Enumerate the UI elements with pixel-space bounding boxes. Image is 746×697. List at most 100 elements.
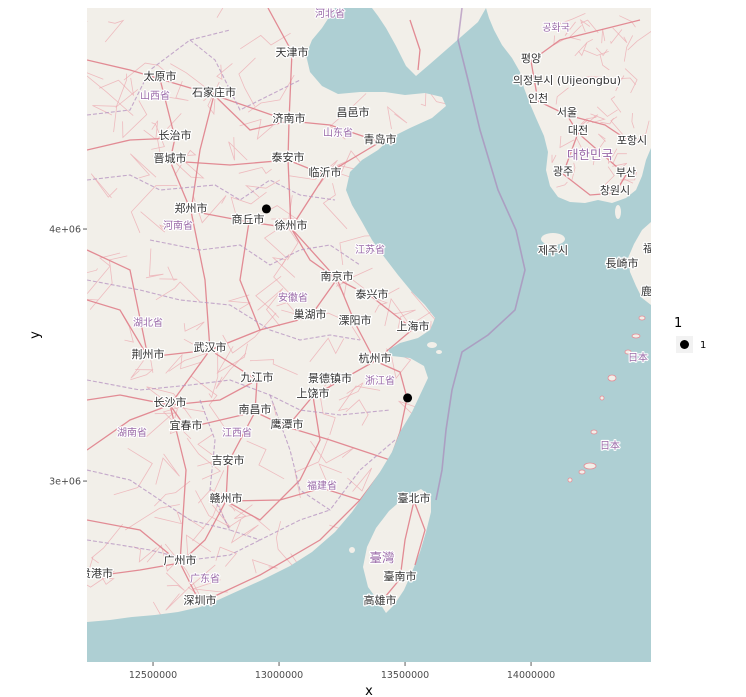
major-road [379,500,415,604]
minor-road [192,195,227,224]
city-label: 济南市 [273,111,306,125]
city-label: 广州市 [164,553,197,567]
islet [624,349,632,355]
minor-road [90,570,115,585]
province-boundary [87,174,336,201]
city-label: 石家庄市 [192,85,236,99]
x-axis-title: x [365,684,373,697]
region-label: 江苏省 [355,243,385,256]
data-point [403,393,413,403]
minor-road [314,312,361,341]
minor-road [257,288,284,327]
city-label: 臺北市 [398,491,431,505]
region-label: 湖南省 [117,426,147,439]
major-road [213,94,290,131]
province-boundary [87,279,361,341]
city-label: 南京市 [321,269,354,283]
minor-road [309,337,345,363]
region-label: 日本 [628,351,648,364]
minor-road [326,160,356,172]
major-road [562,173,627,196]
minor-road [143,120,159,140]
minor-road [238,57,256,107]
major-road [87,59,161,80]
city-label: 长沙市 [154,395,187,409]
islet [583,462,597,470]
legend-key-point [680,340,689,349]
minor-road [623,35,634,62]
minor-road [255,275,282,318]
minor-road [234,504,271,531]
minor-road [130,351,154,379]
major-road [87,394,171,406]
province-boundary [87,539,261,561]
minor-road [165,572,185,591]
x-tick-label: 13000000 [255,670,303,681]
minor-road [559,135,575,149]
major-road [290,227,338,280]
city-label: 鹿 [641,284,652,298]
minor-road [266,205,298,220]
major-road [87,249,149,358]
liaodong-peninsula [372,8,486,76]
minor-road [564,21,576,36]
minor-road [151,122,165,150]
minor-road [165,353,203,374]
city-label: 제주시 [538,244,568,257]
minor-road [155,453,180,485]
zhoushan-island [427,342,437,348]
city-label: 인천 [528,91,548,105]
minor-road [183,321,205,332]
province-boundary [87,469,231,531]
legend: 1 1 [674,316,706,353]
minor-road [393,309,416,333]
minor-road [215,546,237,567]
minor-road [387,106,408,130]
minor-road [228,137,248,161]
city-label: 臺南市 [384,569,417,583]
minor-road [602,166,615,188]
city-label: 溧阳市 [339,313,372,327]
minor-road [620,171,637,181]
minor-road [596,106,618,117]
minor-road [590,113,606,123]
minor-road [168,80,189,101]
minor-road [327,267,373,297]
province-boundary [269,394,396,511]
city-label: 荆州市 [132,347,165,361]
region-label: 安徽省 [278,291,308,304]
minor-road [559,13,586,24]
jeju-island [541,233,565,245]
city-label: 高雄市 [364,593,397,607]
minor-road [551,154,557,163]
region-label: 广东省 [190,572,220,585]
minor-road [366,295,389,313]
minor-road [152,113,182,163]
minor-road [599,54,610,71]
minor-road [615,75,625,92]
minor-road [115,73,139,109]
province-boundary [87,29,231,116]
minor-road [249,359,298,375]
city-label: 泰兴市 [356,287,389,301]
major-road [209,349,376,428]
islet [631,333,641,339]
points-layer [261,204,413,403]
islet [599,395,605,401]
city-label: 평양 [521,52,541,65]
legend-title: 1 [674,316,682,331]
region-label: 日本 [600,439,620,452]
city-label: 长治市 [159,128,192,142]
major-road [413,500,426,566]
minor-road [130,369,154,381]
minor-road [598,133,606,142]
minor-road [247,74,295,113]
minor-road [631,112,635,129]
minor-road [90,173,118,199]
y-axis: 3e+06 4e+06 [49,225,87,488]
y-tick-label: 3e+06 [49,477,81,488]
kyushu-island [628,222,651,305]
minor-road [130,185,178,233]
province-boundary [189,39,301,111]
city-label: 南昌市 [239,402,272,416]
